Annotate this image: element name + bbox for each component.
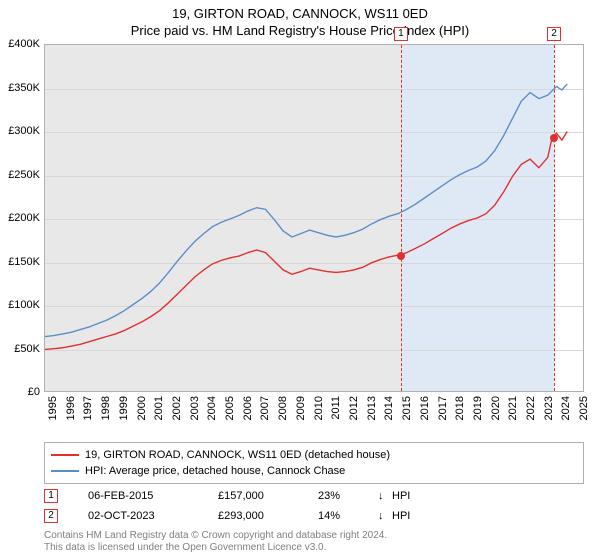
x-tick-label: 1995 bbox=[47, 396, 59, 420]
x-tick-label: 2015 bbox=[401, 396, 413, 420]
x-tick-label: 2017 bbox=[437, 396, 449, 420]
x-tick-label: 2009 bbox=[295, 396, 307, 420]
sales-price: £157,000 bbox=[218, 490, 318, 502]
x-tick-label: 2005 bbox=[224, 396, 236, 420]
sales-marker-2: 2 bbox=[44, 509, 58, 523]
down-arrow-icon: ↓ bbox=[378, 510, 392, 522]
sales-vs-label: HPI bbox=[392, 510, 432, 522]
x-tick-label: 2019 bbox=[472, 396, 484, 420]
x-tick-label: 1996 bbox=[65, 396, 77, 420]
x-tick-label: 2008 bbox=[277, 396, 289, 420]
sales-row: 2 02-OCT-2023£293,00014%↓HPI bbox=[44, 506, 584, 526]
y-tick-label: £50K bbox=[14, 343, 40, 355]
y-tick-label: £0 bbox=[28, 386, 40, 398]
legend-label: 19, GIRTON ROAD, CANNOCK, WS11 0ED (deta… bbox=[85, 449, 390, 461]
sales-vs-label: HPI bbox=[392, 490, 432, 502]
footer-note: Contains HM Land Registry data © Crown c… bbox=[44, 530, 584, 554]
x-tick-label: 2006 bbox=[242, 396, 254, 420]
legend-swatch bbox=[51, 454, 79, 456]
legend-box: 19, GIRTON ROAD, CANNOCK, WS11 0ED (deta… bbox=[44, 442, 584, 484]
sales-row: 1 06-FEB-2015£157,00023%↓HPI bbox=[44, 486, 584, 506]
x-tick-label: 2018 bbox=[454, 396, 466, 420]
x-tick-label: 2016 bbox=[419, 396, 431, 420]
sale-point-dot bbox=[397, 252, 405, 260]
x-tick-label: 2014 bbox=[383, 396, 395, 420]
y-axis: £0£50K£100K£150K£200K£250K£300K£350K£400… bbox=[0, 44, 44, 392]
sale-marker-1: 1 bbox=[394, 27, 408, 41]
sales-date: 06-FEB-2015 bbox=[88, 490, 218, 502]
x-tick-label: 2003 bbox=[189, 396, 201, 420]
y-tick-label: £200K bbox=[8, 212, 40, 224]
sales-table: 1 06-FEB-2015£157,00023%↓HPI 2 02-OCT-2023£… bbox=[44, 486, 584, 526]
legend-item-property: 19, GIRTON ROAD, CANNOCK, WS11 0ED (deta… bbox=[51, 447, 577, 463]
sales-price: £293,000 bbox=[218, 510, 318, 522]
legend-swatch bbox=[51, 470, 79, 472]
sales-date: 02-OCT-2023 bbox=[88, 510, 218, 522]
y-tick-label: £350K bbox=[8, 82, 40, 94]
sales-marker-1: 1 bbox=[44, 489, 58, 503]
down-arrow-icon: ↓ bbox=[378, 490, 392, 502]
x-tick-label: 2024 bbox=[560, 396, 572, 420]
x-axis: 1995 1996 1997 1998 1999 2000 2001 2002 2003 2004… bbox=[44, 392, 584, 448]
legend-label: HPI: Average price, detached house, Cann… bbox=[85, 465, 345, 477]
series-line-property bbox=[45, 132, 567, 350]
plot-area: 12 bbox=[44, 44, 584, 392]
x-tick-label: 2010 bbox=[313, 396, 325, 420]
x-tick-label: 2025 bbox=[578, 396, 590, 420]
x-tick-label: 2021 bbox=[507, 396, 519, 420]
x-tick-label: 2011 bbox=[330, 396, 342, 420]
sale-point-dot bbox=[550, 134, 558, 142]
sales-pct: 23% bbox=[318, 490, 378, 502]
x-tick-label: 2007 bbox=[259, 396, 271, 420]
x-tick-label: 2023 bbox=[543, 396, 555, 420]
y-tick-label: £300K bbox=[8, 125, 40, 137]
y-tick-label: £100K bbox=[8, 299, 40, 311]
y-tick-label: £250K bbox=[8, 169, 40, 181]
x-tick-label: 2000 bbox=[136, 396, 148, 420]
chart-container: 19, GIRTON ROAD, CANNOCK, WS11 0ED Price… bbox=[0, 0, 600, 560]
x-tick-label: 1997 bbox=[82, 396, 94, 420]
title-line1: 19, GIRTON ROAD, CANNOCK, WS11 0ED bbox=[0, 6, 600, 21]
x-tick-label: 1998 bbox=[100, 396, 112, 420]
legend-item-hpi: HPI: Average price, detached house, Cann… bbox=[51, 463, 577, 479]
x-tick-label: 2004 bbox=[206, 396, 218, 420]
x-tick-label: 2002 bbox=[171, 396, 183, 420]
x-tick-label: 2012 bbox=[348, 396, 360, 420]
x-tick-label: 2020 bbox=[490, 396, 502, 420]
x-tick-label: 2022 bbox=[525, 396, 537, 420]
title-line2: Price paid vs. HM Land Registry's House … bbox=[0, 23, 600, 38]
sales-pct: 14% bbox=[318, 510, 378, 522]
sale-marker-2: 2 bbox=[547, 27, 561, 41]
series-svg bbox=[45, 45, 583, 391]
footer-line2: This data is licensed under the Open Gov… bbox=[44, 542, 584, 554]
title-area: 19, GIRTON ROAD, CANNOCK, WS11 0ED Price… bbox=[0, 0, 600, 38]
x-tick-label: 2001 bbox=[153, 396, 165, 420]
x-tick-label: 2013 bbox=[366, 396, 378, 420]
y-tick-label: £400K bbox=[8, 38, 40, 50]
x-tick-label: 1999 bbox=[118, 396, 130, 420]
y-tick-label: £150K bbox=[8, 256, 40, 268]
footer-line1: Contains HM Land Registry data © Crown c… bbox=[44, 530, 584, 542]
